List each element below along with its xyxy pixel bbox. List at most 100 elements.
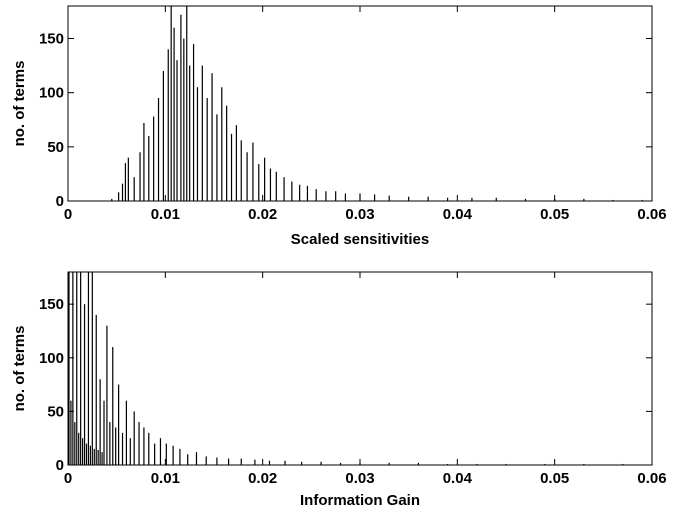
bottom-x-tick-label: 0 [64, 470, 72, 487]
bottom-bar [115, 427, 117, 465]
bottom-bar [228, 458, 230, 465]
top-bar [206, 98, 208, 201]
top-x-tick-label: 0.03 [345, 206, 374, 223]
top-bar [176, 60, 178, 201]
bottom-bar [159, 438, 162, 465]
bottom-bar [125, 400, 127, 465]
top-bar [344, 193, 346, 201]
top-bar [216, 114, 218, 201]
top-bar [143, 123, 145, 201]
bottom-bar [118, 384, 120, 465]
bottom-x-tick-label: 0.02 [248, 470, 277, 487]
top-x-axis-label: Scaled sensitivities [291, 231, 429, 248]
top-bar [427, 196, 429, 201]
bottom-bar [301, 461, 303, 465]
bottom-bar [95, 314, 97, 465]
top-bar [612, 199, 614, 201]
top-bar [148, 136, 150, 201]
bottom-x-tick-label: 0.01 [151, 470, 180, 487]
bottom-axis-ticks [67, 272, 653, 466]
top-bar [139, 152, 141, 201]
top-bar [264, 157, 266, 201]
bottom-bar [109, 422, 111, 465]
bottom-bar [195, 452, 198, 465]
bottom-bar [106, 325, 108, 465]
bottom-bar [143, 427, 145, 465]
top-x-tick-label: 0.05 [540, 206, 569, 223]
top-axis-ticks [67, 6, 653, 202]
bottom-bar [583, 463, 585, 465]
bottom-bar [187, 454, 189, 465]
top-x-tick-label: 0.06 [637, 206, 666, 223]
bottom-x-tick-label: 0.04 [443, 470, 473, 487]
bottom-bar [268, 460, 271, 465]
top-bar [235, 125, 237, 201]
top-bar [221, 87, 223, 201]
bottom-bar [447, 463, 449, 465]
top-plot-frame [67, 5, 653, 202]
top-bar [170, 6, 172, 201]
top-y-tick-label: 50 [47, 139, 64, 156]
top-bar [258, 164, 260, 201]
bottom-bar [254, 459, 256, 465]
bottom-x-tick-label: 0.05 [540, 470, 569, 487]
top-bar [121, 183, 124, 201]
top-bar [583, 198, 585, 201]
top-bar [240, 140, 242, 201]
bottom-bar [87, 272, 90, 465]
bottom-bar [85, 443, 88, 465]
bottom-x-axis-label: Information Gain [300, 492, 420, 509]
top-bar [226, 105, 228, 201]
bottom-bar [417, 462, 419, 465]
bottom-bar [76, 272, 78, 465]
bottom-bar [68, 272, 70, 465]
top-bar [118, 192, 120, 201]
top-bar [153, 116, 155, 201]
top-y-tick-label: 0 [56, 193, 64, 210]
bottom-bar [544, 463, 546, 465]
bottom-bar [388, 462, 390, 465]
bottom-bar [70, 400, 72, 465]
top-bar [183, 38, 185, 201]
bottom-bar [622, 463, 624, 465]
top-bar [408, 196, 410, 201]
top-bar [471, 197, 473, 201]
bottom-bar [476, 463, 478, 465]
top-bar [283, 177, 285, 201]
top-x-tick-label: 0.01 [151, 206, 180, 223]
top-bar [495, 197, 497, 201]
top-y-tick-label: 100 [39, 85, 64, 102]
top-bar [196, 87, 199, 201]
top-bar [524, 198, 527, 201]
bottom-y-tick-label: 50 [47, 403, 64, 420]
bottom-bar [505, 463, 507, 465]
bottom-y-tick-label: 150 [39, 296, 64, 313]
top-bar [252, 142, 254, 201]
top-bar [167, 49, 169, 201]
top-bar [275, 171, 277, 201]
top-bar [186, 6, 188, 201]
top-bar [111, 198, 113, 201]
bottom-histogram-panel: 0 0.01 0.02 0.03 0.04 0.05 0.06 0 50 100 150 Infor… [11, 271, 667, 509]
top-bar [133, 177, 135, 201]
top-bar [173, 27, 175, 201]
bottom-bar [205, 456, 207, 465]
top-histogram-bars [111, 6, 643, 201]
top-x-tick-label: 0.04 [443, 206, 473, 223]
bottom-bar [240, 458, 242, 465]
bottom-bar [148, 432, 150, 465]
top-bar [162, 71, 164, 201]
top-bar [374, 194, 376, 201]
top-bar [299, 184, 301, 201]
bottom-bar [320, 461, 322, 465]
bottom-bar [179, 448, 181, 465]
bottom-bar [129, 438, 131, 465]
top-bar [325, 191, 327, 201]
top-bar [388, 195, 390, 201]
top-bar [246, 152, 248, 201]
bottom-bar [72, 272, 74, 465]
bottom-bar [165, 443, 167, 465]
bottom-bar [216, 457, 218, 465]
bottom-bar [97, 449, 99, 465]
